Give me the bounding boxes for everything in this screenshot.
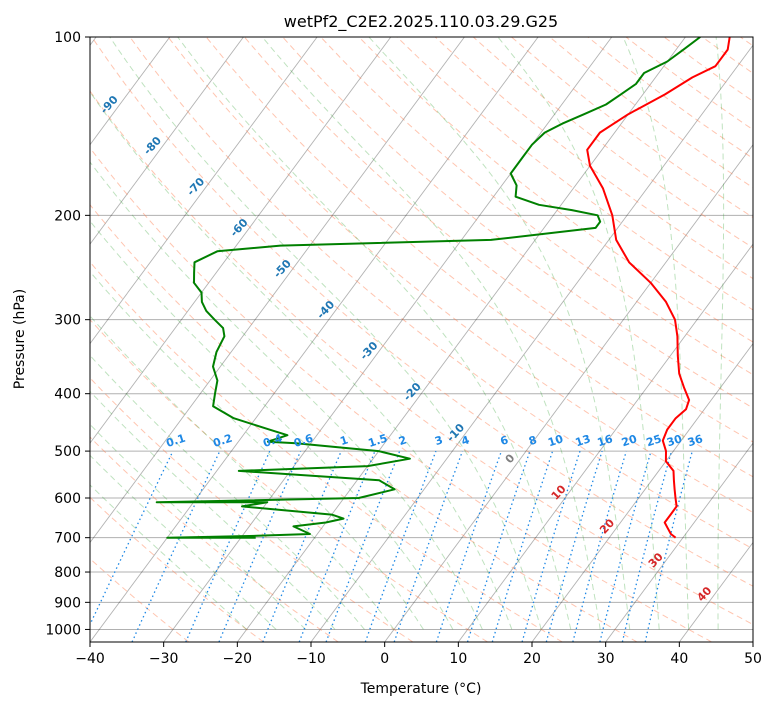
x-tick-label: −40	[75, 651, 105, 667]
x-tick-label: 40	[670, 651, 688, 667]
chart-title: wetPf2_C2E2.2025.110.03.29.G25	[284, 12, 558, 32]
x-axis-label: Temperature (°C)	[360, 681, 482, 697]
y-tick-label: 700	[54, 531, 81, 547]
y-tick-label: 900	[54, 595, 81, 611]
y-axis-label: Pressure (hPa)	[12, 289, 28, 389]
y-tick-label: 500	[54, 444, 81, 460]
y-tick-label: 1000	[45, 622, 81, 638]
y-tick-label: 400	[54, 387, 81, 403]
x-tick-label: −30	[149, 651, 179, 667]
x-tick-label: −20	[223, 651, 253, 667]
y-tick-label: 200	[54, 208, 81, 224]
x-tick-label: 0	[380, 651, 389, 667]
y-tick-label: 600	[54, 491, 81, 507]
x-tick-label: 50	[744, 651, 762, 667]
x-tick-label: 20	[523, 651, 541, 667]
x-tick-label: 10	[449, 651, 467, 667]
y-tick-label: 300	[54, 313, 81, 329]
x-tick-label: −10	[296, 651, 326, 667]
y-tick-label: 100	[54, 30, 81, 46]
y-tick-label: 800	[54, 565, 81, 581]
x-tick-label: 30	[597, 651, 615, 667]
